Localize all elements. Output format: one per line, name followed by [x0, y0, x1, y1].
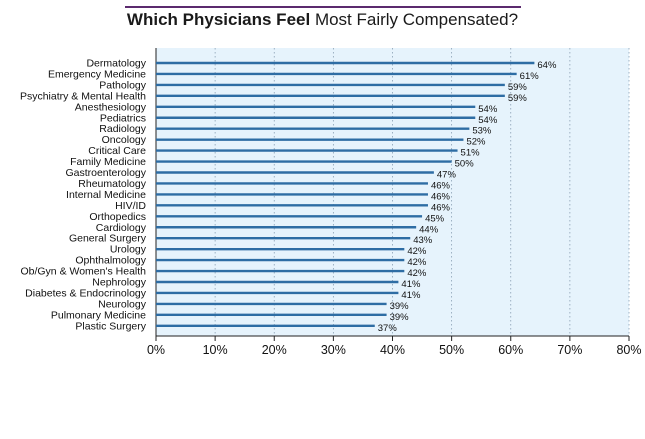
value-label: 44%: [419, 224, 439, 235]
value-label: 39%: [390, 301, 410, 312]
x-tick-label: 20%: [262, 343, 287, 357]
category-label: Orthopedics: [89, 211, 146, 223]
category-label: Plastic Surgery: [75, 320, 146, 332]
category-label: Internal Medicine: [66, 189, 146, 201]
x-tick-label: 30%: [321, 343, 346, 357]
chart-title: Which Physicians Feel Most Fairly Compen…: [0, 10, 645, 30]
x-tick-label: 10%: [203, 343, 228, 357]
category-label: Oncology: [102, 134, 147, 146]
value-label: 42%: [407, 268, 427, 279]
x-tick-label: 80%: [616, 343, 641, 357]
category-label: HIV/ID: [115, 200, 146, 212]
value-label: 42%: [407, 246, 427, 257]
category-label: Rheumatology: [78, 178, 146, 190]
value-label: 41%: [401, 290, 421, 301]
value-label: 41%: [401, 279, 421, 290]
category-label: Psychiatry & Mental Health: [20, 90, 146, 102]
value-label: 51%: [461, 148, 481, 159]
chart-title-regular: Most Fairly Compensated?: [314, 10, 519, 29]
value-label: 61%: [520, 71, 540, 82]
value-label: 52%: [466, 137, 486, 148]
value-label: 47%: [437, 170, 457, 181]
category-label: Diabetes & Endocrinology: [25, 287, 147, 299]
value-label: 54%: [478, 115, 498, 126]
category-label: Ophthalmology: [75, 255, 146, 267]
value-label: 46%: [431, 191, 451, 202]
value-label: 45%: [425, 213, 445, 224]
x-tick-label: 0%: [147, 343, 165, 357]
category-label: Cardiology: [96, 222, 147, 234]
title-rule: [125, 6, 521, 8]
category-label: Dermatology: [86, 58, 146, 70]
x-tick-label: 50%: [439, 343, 464, 357]
category-label: Neurology: [98, 298, 147, 310]
category-label: Pathology: [99, 79, 146, 91]
value-label: 50%: [455, 159, 475, 170]
value-label: 64%: [537, 60, 557, 71]
value-label: 54%: [478, 104, 498, 115]
value-label: 37%: [378, 323, 398, 334]
category-label: Urology: [110, 244, 147, 256]
x-tick-label: 70%: [557, 343, 582, 357]
x-tick-label: 40%: [380, 343, 405, 357]
category-label: Gastroenterology: [65, 167, 146, 179]
category-label: Emergency Medicine: [48, 68, 146, 80]
value-label: 39%: [390, 312, 410, 323]
value-label: 43%: [413, 235, 433, 246]
value-label: 59%: [508, 93, 528, 104]
x-tick-label: 60%: [498, 343, 523, 357]
chart-title-bold: Which Physicians Feel: [126, 10, 311, 29]
value-label: 59%: [508, 82, 528, 93]
category-label: Radiology: [99, 123, 146, 135]
category-label: Family Medicine: [70, 156, 146, 168]
category-label: Pulmonary Medicine: [51, 309, 146, 321]
value-label: 46%: [431, 180, 451, 191]
value-label: 46%: [431, 202, 451, 213]
category-label: Anesthesiology: [75, 101, 147, 113]
category-label: Ob/Gyn & Women's Health: [20, 266, 146, 278]
value-label: 42%: [407, 257, 427, 268]
category-label: Pediatrics: [100, 112, 146, 124]
category-label: General Surgery: [69, 233, 147, 245]
category-label: Critical Care: [88, 145, 146, 157]
category-label: Nephrology: [92, 277, 146, 289]
value-label: 53%: [472, 126, 492, 137]
